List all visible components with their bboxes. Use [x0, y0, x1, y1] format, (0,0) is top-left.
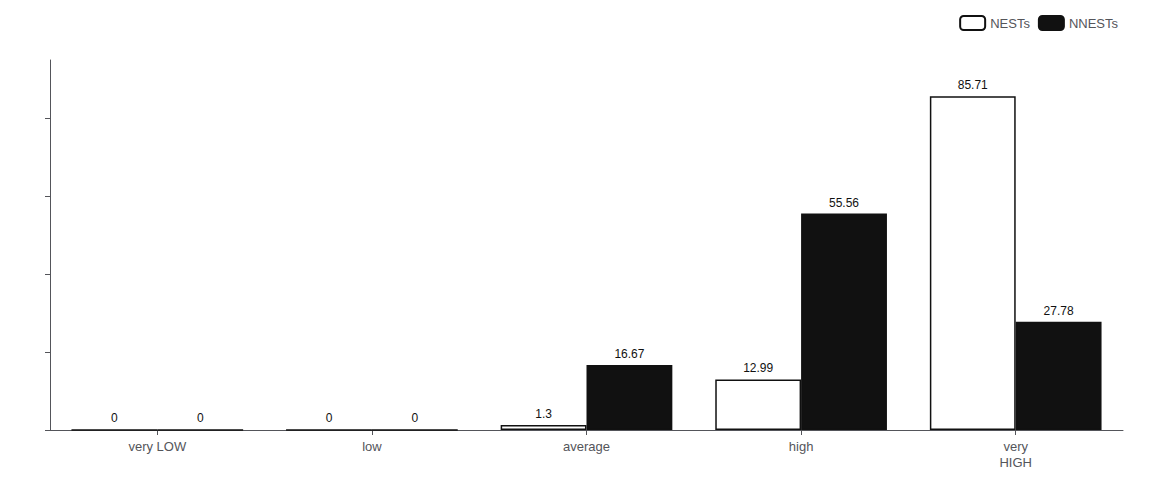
- svg-text:85.71: 85.71: [958, 78, 988, 92]
- svg-text:1.3: 1.3: [535, 407, 552, 421]
- svg-text:0: 0: [326, 411, 333, 425]
- svg-text:16.67: 16.67: [614, 347, 644, 361]
- svg-text:55.56: 55.56: [829, 196, 859, 210]
- svg-text:12.99: 12.99: [743, 361, 773, 375]
- svg-text:0: 0: [411, 411, 418, 425]
- svg-text:low: low: [362, 439, 382, 454]
- svg-text:NNESTs: NNESTs: [1069, 16, 1119, 31]
- svg-text:HIGH: HIGH: [999, 455, 1031, 470]
- svg-text:0: 0: [111, 411, 118, 425]
- svg-text:NESTs: NESTs: [990, 16, 1030, 31]
- svg-text:very: very: [1003, 439, 1028, 454]
- svg-text:27.78: 27.78: [1044, 304, 1074, 318]
- svg-text:0: 0: [197, 411, 204, 425]
- svg-text:high: high: [789, 439, 814, 454]
- svg-text:very LOW: very LOW: [128, 439, 187, 454]
- svg-text:average: average: [563, 439, 610, 454]
